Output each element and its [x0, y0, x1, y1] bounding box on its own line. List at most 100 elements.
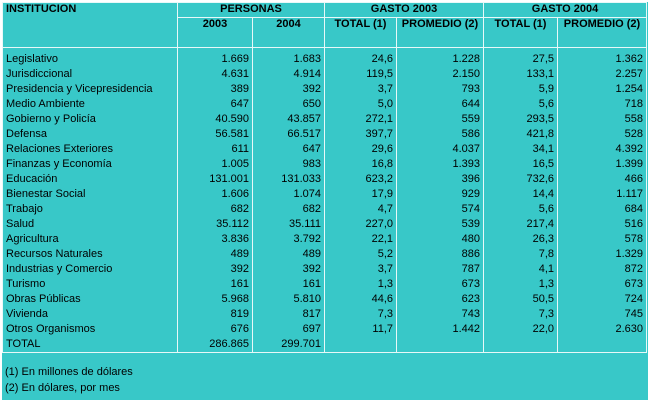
- name-cell: Presidencia y Vicepresidencia: [2, 82, 178, 97]
- empty-cell: [557, 337, 647, 353]
- number-cell: 3.792: [252, 232, 325, 247]
- name-cell: Turismo: [2, 277, 178, 292]
- number-cell: 7,3: [324, 307, 397, 322]
- number-cell: 299.701: [252, 337, 325, 353]
- number-cell: 724: [557, 292, 647, 307]
- number-cell: 2.150: [396, 67, 484, 82]
- number-cell: 1.669: [177, 47, 253, 67]
- number-cell: 1.399: [557, 157, 647, 172]
- name-cell: Bienestar Social: [2, 187, 178, 202]
- name-cell: Industrias y Comercio: [2, 262, 178, 277]
- number-cell: 983: [252, 157, 325, 172]
- name-cell: Recursos Naturales: [2, 247, 178, 262]
- number-cell: 586: [396, 127, 484, 142]
- number-cell: 644: [396, 97, 484, 112]
- number-cell: 647: [177, 97, 253, 112]
- number-cell: 1.117: [557, 187, 647, 202]
- number-cell: 392: [252, 262, 325, 277]
- group-header: GASTO 2003: [324, 2, 484, 18]
- number-cell: 1.329: [557, 247, 647, 262]
- number-cell: 43.857: [252, 112, 325, 127]
- number-cell: 161: [177, 277, 253, 292]
- number-cell: 4,1: [483, 262, 558, 277]
- table-row: Trabajo 682 682 4,7 574 5,6 684: [2, 202, 647, 217]
- empty-cell: [396, 337, 484, 353]
- number-cell: 392: [252, 82, 325, 97]
- table-row: Vivienda 819 817 7,3 743 7,3 745: [2, 307, 647, 322]
- name-cell: Finanzas y Economía: [2, 157, 178, 172]
- empty-cell: [324, 337, 397, 353]
- header-row: INSTITUCION PERSONAS GASTO 2003 GASTO 2004: [2, 2, 647, 48]
- name-cell: Vivienda: [2, 307, 178, 322]
- number-cell: 559: [396, 112, 484, 127]
- name-cell: Educación: [2, 172, 178, 187]
- number-cell: 5.810: [252, 292, 325, 307]
- number-cell: 886: [396, 247, 484, 262]
- number-cell: 539: [396, 217, 484, 232]
- name-cell: Obras Públicas: [2, 292, 178, 307]
- table-row: Gobierno y Policía 40.590 43.857 272,1 559 29…: [2, 112, 647, 127]
- number-cell: 528: [557, 127, 647, 142]
- number-cell: 1.362: [557, 47, 647, 67]
- number-cell: 1.442: [396, 322, 484, 337]
- number-cell: 16,8: [324, 157, 397, 172]
- number-cell: 673: [557, 277, 647, 292]
- number-cell: 27,5: [483, 47, 558, 67]
- number-cell: 4,7: [324, 202, 397, 217]
- number-cell: 40.590: [177, 112, 253, 127]
- number-cell: 558: [557, 112, 647, 127]
- number-cell: 480: [396, 232, 484, 247]
- number-cell: 673: [396, 277, 484, 292]
- number-cell: 4.037: [396, 142, 484, 157]
- table-row: Defensa 56.581 66.517 397,7 586 421,8 528: [2, 127, 647, 142]
- table-row: Finanzas y Economía 1.005 983 16,8 1.393 16,5…: [2, 157, 647, 172]
- name-cell: Otros Organismos: [2, 322, 178, 337]
- number-cell: 35.111: [252, 217, 325, 232]
- name-cell: Salud: [2, 217, 178, 232]
- table-row: Jurisdiccional 4.631 4.914 119,5 2.150 133,1 2…: [2, 67, 647, 82]
- number-cell: 397,7: [324, 127, 397, 142]
- number-cell: 623: [396, 292, 484, 307]
- column-header: TOTAL (1): [324, 17, 397, 48]
- table-row: Agricultura 3.836 3.792 22,1 480 26,3 578: [2, 232, 647, 247]
- number-cell: 516: [557, 217, 647, 232]
- number-cell: 16,5: [483, 157, 558, 172]
- number-cell: 272,1: [324, 112, 397, 127]
- number-cell: 56.581: [177, 127, 253, 142]
- number-cell: 732,6: [483, 172, 558, 187]
- name-cell: Relaciones Exteriores: [2, 142, 178, 157]
- number-cell: 24,6: [324, 47, 397, 67]
- number-cell: 718: [557, 97, 647, 112]
- name-cell: Trabajo: [2, 202, 178, 217]
- data-table: INSTITUCION PERSONAS GASTO 2003 GASTO 2004 2…: [2, 2, 647, 353]
- column-header: PROMEDIO (2): [396, 17, 484, 48]
- number-cell: 872: [557, 262, 647, 277]
- number-cell: 2.630: [557, 322, 647, 337]
- table-row: Educación 131.001 131.033 623,2 396 732,6 466: [2, 172, 647, 187]
- name-cell: Defensa: [2, 127, 178, 142]
- number-cell: 44,6: [324, 292, 397, 307]
- number-cell: 421,8: [483, 127, 558, 142]
- empty-cell: [483, 337, 558, 353]
- number-cell: 578: [557, 232, 647, 247]
- header-cell: INSTITUCION: [2, 2, 178, 48]
- number-cell: 1,3: [324, 277, 397, 292]
- number-cell: 11,7: [324, 322, 397, 337]
- number-cell: 650: [252, 97, 325, 112]
- number-cell: 4.392: [557, 142, 647, 157]
- number-cell: 22,1: [324, 232, 397, 247]
- number-cell: 34,1: [483, 142, 558, 157]
- number-cell: 161: [252, 277, 325, 292]
- group-header: GASTO 2004: [483, 2, 647, 18]
- number-cell: 7,8: [483, 247, 558, 262]
- number-cell: 3.836: [177, 232, 253, 247]
- number-cell: 793: [396, 82, 484, 97]
- number-cell: 929: [396, 187, 484, 202]
- number-cell: 2.257: [557, 67, 647, 82]
- number-cell: 1.005: [177, 157, 253, 172]
- number-cell: 574: [396, 202, 484, 217]
- number-cell: 1.683: [252, 47, 325, 67]
- number-cell: 5,2: [324, 247, 397, 262]
- number-cell: 466: [557, 172, 647, 187]
- number-cell: 4.914: [252, 67, 325, 82]
